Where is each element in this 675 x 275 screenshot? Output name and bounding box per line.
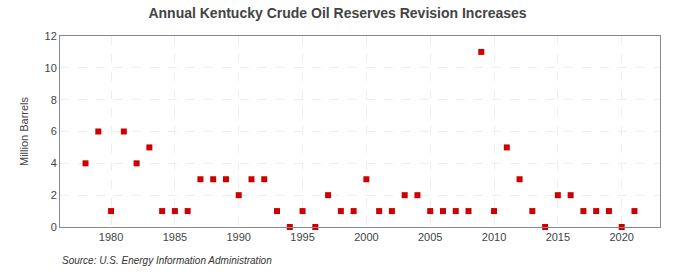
svg-text:10: 10 xyxy=(45,62,57,74)
svg-text:0: 0 xyxy=(51,221,57,233)
svg-text:2005: 2005 xyxy=(418,231,442,243)
svg-text:1980: 1980 xyxy=(99,231,123,243)
svg-text:2020: 2020 xyxy=(609,231,633,243)
svg-text:Source: U.S. Energy Informatio: Source: U.S. Energy Information Administ… xyxy=(62,255,272,266)
svg-text:8: 8 xyxy=(51,94,57,106)
svg-text:Million Barrels: Million Barrels xyxy=(18,96,30,166)
svg-text:1990: 1990 xyxy=(226,231,250,243)
svg-text:2015: 2015 xyxy=(546,231,570,243)
svg-text:2000: 2000 xyxy=(354,231,378,243)
svg-text:1995: 1995 xyxy=(290,231,314,243)
svg-text:6: 6 xyxy=(51,125,57,137)
svg-text:4: 4 xyxy=(51,157,57,169)
svg-text:1985: 1985 xyxy=(163,231,187,243)
svg-text:2: 2 xyxy=(51,189,57,201)
svg-text:Annual Kentucky Crude Oil Rese: Annual Kentucky Crude Oil Reserves Revis… xyxy=(148,5,526,21)
svg-text:2010: 2010 xyxy=(482,231,506,243)
svg-text:12: 12 xyxy=(45,30,57,42)
